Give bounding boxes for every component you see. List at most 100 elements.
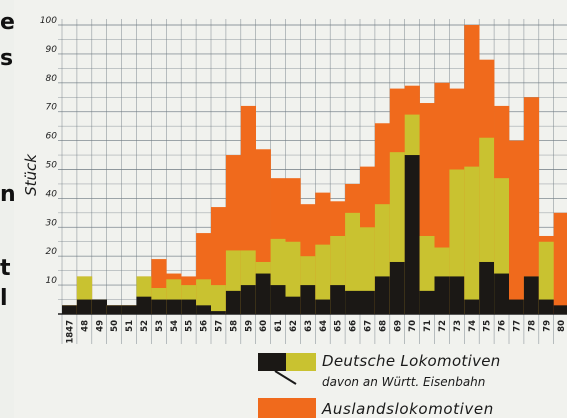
y-axis-label: Stück xyxy=(22,153,40,196)
y-tick-40: 40 xyxy=(46,189,58,199)
bar-wuertt-53 xyxy=(151,299,167,314)
cropped-margin-text-3: n xyxy=(0,182,16,207)
bar-deutsche-79 xyxy=(538,241,554,314)
x-tick-64: 64 xyxy=(319,320,329,332)
bar-wuertt-59 xyxy=(240,285,256,314)
bar-wuertt-76 xyxy=(494,273,510,314)
x-tick-57: 57 xyxy=(214,320,224,332)
bar-wuertt-75 xyxy=(479,261,495,314)
bar-wuertt-63 xyxy=(300,285,316,314)
cropped-margin-text-4: t xyxy=(0,256,11,281)
bar-wuertt-54 xyxy=(166,299,182,314)
x-tick-61: 61 xyxy=(274,320,284,332)
x-tick-77: 77 xyxy=(512,320,522,332)
cropped-margin-text-2: s xyxy=(0,46,14,71)
bar-wuertt-51 xyxy=(121,305,137,314)
bar-wuertt-60 xyxy=(255,273,271,314)
legend-label-ausland: Auslandslokomotiven xyxy=(322,400,494,418)
legend-label-wuertt: davon an Württ. Eisenbahn xyxy=(322,375,486,389)
chart-bars xyxy=(62,25,567,315)
bar-deutsche-74 xyxy=(464,166,480,314)
legend-swatch-deutsche xyxy=(286,353,316,371)
x-tick-67: 67 xyxy=(363,320,373,332)
bar-wuertt-74 xyxy=(464,299,480,314)
x-tick-60: 60 xyxy=(259,320,269,332)
x-tick-50: 50 xyxy=(110,320,120,332)
bar-wuertt-70 xyxy=(404,155,420,314)
legend-swatch-wuertt xyxy=(258,353,286,371)
x-tick-63: 63 xyxy=(304,320,314,332)
x-tick-69: 69 xyxy=(393,320,403,332)
bar-wuertt-65 xyxy=(330,285,346,314)
x-tick-66: 66 xyxy=(349,320,359,332)
y-tick-90: 90 xyxy=(46,45,58,55)
x-tick-55: 55 xyxy=(185,320,195,332)
x-tick-78: 78 xyxy=(527,320,537,332)
legend-label-deutsche: Deutsche Lokomotiven xyxy=(322,352,501,370)
bar-deutsche-62 xyxy=(285,241,301,314)
x-tick-79: 79 xyxy=(542,320,552,332)
x-tick-71: 71 xyxy=(423,320,433,332)
x-tick-80: 80 xyxy=(557,320,567,332)
bar-wuertt-50 xyxy=(106,305,122,314)
x-tick-70: 70 xyxy=(408,320,418,332)
bar-wuertt-52 xyxy=(136,296,152,314)
bar-wuertt-71 xyxy=(419,290,435,314)
bar-wuertt-57 xyxy=(211,311,227,314)
legend-swatch-ausland xyxy=(258,398,316,418)
legend xyxy=(258,353,316,418)
bar-deutsche-64 xyxy=(315,244,331,314)
x-tick-73: 73 xyxy=(453,320,463,332)
bar-deutsche-57 xyxy=(211,285,227,314)
cropped-margin-text-1: e xyxy=(0,10,15,35)
x-axis-ticks: 1847 48 49 50 51 52 53 54 55 56 57 58 59 60 61 62 63 64 65… xyxy=(65,320,567,344)
x-tick-74: 74 xyxy=(468,320,478,332)
bar-wuertt-64 xyxy=(315,299,331,314)
y-tick-60: 60 xyxy=(46,132,58,142)
bar-wuertt-78 xyxy=(523,276,540,314)
x-tick-54: 54 xyxy=(170,320,180,332)
y-tick-30: 30 xyxy=(46,218,58,228)
x-tick-1847: 1847 xyxy=(65,320,75,344)
y-tick-10: 10 xyxy=(46,276,58,286)
bar-deutsche-66 xyxy=(345,212,361,314)
x-tick-56: 56 xyxy=(200,320,210,332)
y-axis-ticks: 10 20 30 40 50 60 70 80 90 100 xyxy=(40,16,57,286)
bar-wuertt-49 xyxy=(91,299,107,314)
y-tick-100: 100 xyxy=(40,16,57,26)
bar-wuertt-1847 xyxy=(62,305,78,314)
y-tick-20: 20 xyxy=(46,247,58,257)
x-tick-58: 58 xyxy=(229,320,239,332)
bar-wuertt-67 xyxy=(360,290,376,314)
y-tick-50: 50 xyxy=(46,161,58,171)
x-tick-52: 52 xyxy=(140,320,150,332)
x-tick-59: 59 xyxy=(244,320,254,332)
x-tick-49: 49 xyxy=(95,320,105,332)
x-tick-51: 51 xyxy=(125,320,135,332)
bar-wuertt-73 xyxy=(449,276,465,314)
bar-wuertt-48 xyxy=(76,299,93,314)
bar-wuertt-77 xyxy=(509,299,525,314)
y-tick-70: 70 xyxy=(46,103,58,113)
x-tick-68: 68 xyxy=(378,320,388,332)
x-tick-48: 48 xyxy=(80,320,90,332)
x-tick-76: 76 xyxy=(498,320,508,332)
bar-wuertt-61 xyxy=(270,285,286,314)
bar-wuertt-72 xyxy=(434,276,450,314)
cropped-margin-text-5: l xyxy=(0,286,8,311)
y-tick-80: 80 xyxy=(46,74,58,84)
x-tick-65: 65 xyxy=(334,320,344,332)
legend-pointer-line xyxy=(274,370,297,385)
x-tick-72: 72 xyxy=(438,320,448,332)
bar-ausland-78 xyxy=(523,97,540,314)
bar-wuertt-62 xyxy=(285,296,301,314)
bar-wuertt-58 xyxy=(225,290,242,314)
bar-wuertt-68 xyxy=(374,276,391,314)
x-tick-62: 62 xyxy=(289,320,299,332)
bar-ausland-80 xyxy=(553,212,567,314)
bar-wuertt-80 xyxy=(553,305,567,314)
x-tick-75: 75 xyxy=(483,320,493,332)
bar-wuertt-69 xyxy=(389,261,405,314)
bar-ausland-77 xyxy=(509,140,525,314)
